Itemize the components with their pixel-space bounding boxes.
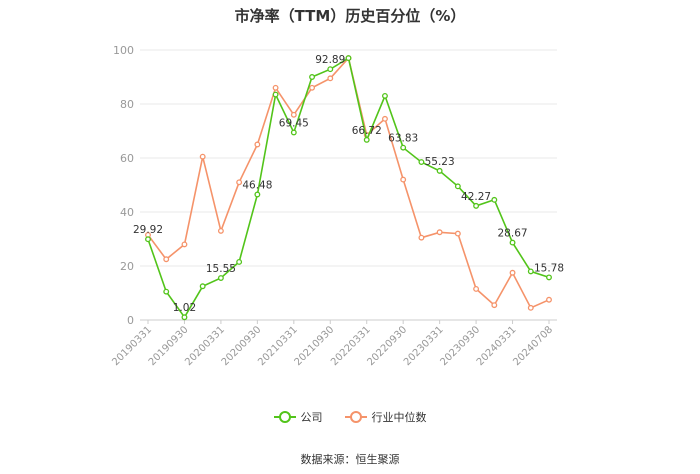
data-point-company xyxy=(454,183,461,190)
data-point-industry xyxy=(509,269,516,276)
data-point-company xyxy=(181,314,188,321)
y-tick-label: 0 xyxy=(127,314,134,327)
data-point-company xyxy=(163,288,170,295)
data-point-industry xyxy=(163,256,170,263)
chart-plot: 0204060801002019033120190930202003312020… xyxy=(110,44,564,368)
data-point-industry xyxy=(418,234,425,241)
data-point-industry xyxy=(546,296,552,303)
data-label: 1.02 xyxy=(173,302,196,314)
legend-item-company[interactable]: 公司 xyxy=(273,409,323,425)
data-source: 数据来源：恒生聚源 xyxy=(300,453,400,466)
data-point-industry xyxy=(236,179,243,186)
data-point-industry xyxy=(254,141,261,148)
legend-item-industry[interactable]: 行业中位数 xyxy=(344,409,427,425)
data-point-company xyxy=(546,274,552,281)
data-point-company xyxy=(309,74,315,80)
data-point-company xyxy=(473,202,480,209)
data-point-company xyxy=(217,275,224,281)
y-tick-label: 100 xyxy=(113,44,134,57)
data-point-industry xyxy=(454,230,461,237)
data-point-company xyxy=(436,167,443,174)
data-label: 69.45 xyxy=(279,117,309,129)
data-point-industry xyxy=(181,241,188,248)
data-point-company xyxy=(382,92,388,99)
y-tick-label: 40 xyxy=(120,206,134,219)
data-label: 46.48 xyxy=(242,180,272,192)
data-point-company xyxy=(272,91,279,98)
data-point-company xyxy=(509,239,516,246)
x-tick-label: 20240708 xyxy=(511,324,555,368)
data-point-industry xyxy=(290,111,297,118)
data-point-industry xyxy=(491,302,498,309)
data-point-industry xyxy=(473,286,480,292)
data-point-company xyxy=(290,129,297,136)
data-point-industry xyxy=(382,115,388,122)
data-point-company xyxy=(363,136,370,143)
data-point-company xyxy=(400,144,407,151)
data-point-company xyxy=(327,66,334,73)
data-point-company xyxy=(145,236,151,243)
data-label: 15.55 xyxy=(206,263,236,275)
data-label: 55.23 xyxy=(425,156,455,168)
data-point-industry xyxy=(327,75,334,82)
y-tick-label: 20 xyxy=(120,260,134,273)
data-label: 42.27 xyxy=(461,191,491,203)
data-point-industry xyxy=(199,153,206,160)
data-point-industry xyxy=(400,176,407,183)
data-label: 29.92 xyxy=(133,224,163,236)
data-label: 92.89 xyxy=(315,54,345,66)
data-point-industry xyxy=(436,229,443,236)
data-point-company xyxy=(199,283,206,290)
data-label: 63.83 xyxy=(388,133,418,145)
legend-label-industry: 行业中位数 xyxy=(371,411,427,424)
legend-swatch-company xyxy=(273,411,296,423)
data-point-company xyxy=(254,191,261,198)
data-point-company xyxy=(345,55,352,62)
data-point-company xyxy=(236,259,243,265)
data-label: 28.67 xyxy=(498,228,528,240)
y-tick-label: 80 xyxy=(120,98,134,111)
data-point-industry xyxy=(217,227,224,234)
chart-legend: 公司 行业中位数 xyxy=(0,409,700,425)
data-point-industry xyxy=(527,304,534,311)
chart-title: 市净率（TTM）历史百分位（%） xyxy=(234,7,466,25)
data-point-industry xyxy=(309,84,315,91)
data-point-company xyxy=(491,196,498,203)
legend-swatch-industry xyxy=(344,411,367,423)
data-label: 66.72 xyxy=(352,125,382,137)
data-point-company xyxy=(527,268,534,275)
series-line-company xyxy=(147,56,550,319)
legend-label-company: 公司 xyxy=(300,411,323,424)
data-point-industry xyxy=(272,84,279,91)
y-tick-label: 60 xyxy=(120,152,134,165)
data-label: 15.78 xyxy=(534,262,564,274)
data-point-company xyxy=(418,159,425,165)
